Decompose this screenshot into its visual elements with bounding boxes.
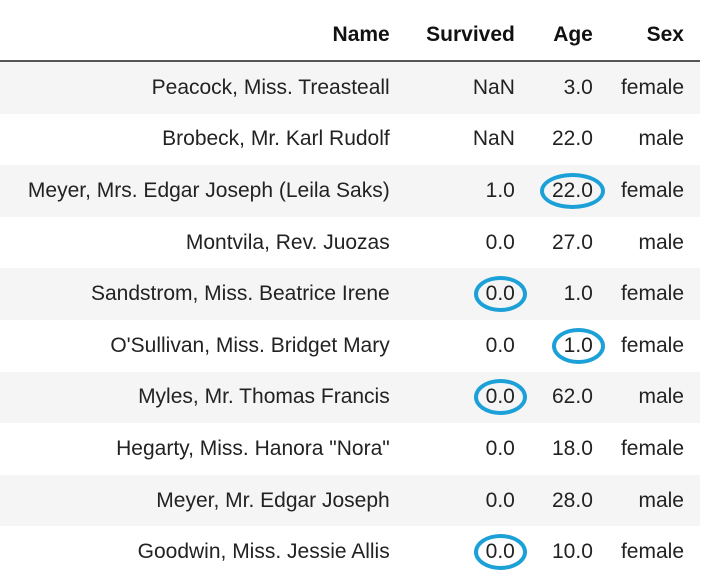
table-row: Hegarty, Miss. Hanora "Nora" 0.0 18.0 femal… <box>0 423 700 475</box>
cell-value: 0.0 <box>485 230 515 254</box>
cell-name: Myles, Mr. Thomas Francis <box>138 385 390 409</box>
cell-age: 62.0 <box>533 372 609 424</box>
header-row: Name Survived Age Sex <box>0 10 700 62</box>
cell-age: 27.0 <box>533 217 609 269</box>
cell-sex: male <box>638 488 684 512</box>
cell-value: 0.0 <box>485 436 515 460</box>
cell-sex: female <box>620 75 684 99</box>
cell-age: 1.0 <box>533 320 609 372</box>
circled-value: 0.0 <box>473 379 528 416</box>
circled-value: 22.0 <box>540 172 605 209</box>
table-row: Goodwin, Miss. Jessie Allis 0.0 10.0 female <box>0 526 700 578</box>
table-header: Name Survived Age Sex <box>0 10 700 62</box>
column-header-age: Age <box>532 10 609 62</box>
cell-value: 3.0 <box>563 75 593 99</box>
table-row: Myles, Mr. Thomas Francis 0.0 62.0 male <box>0 371 700 424</box>
cell-age: 10.0 <box>533 526 609 578</box>
cell-age: 28.0 <box>533 475 609 527</box>
cell-survived: NaN <box>406 114 533 166</box>
cell-value: 22.0 <box>552 127 593 151</box>
cell-name: Goodwin, Miss. Jessie Allis <box>137 540 390 564</box>
cell-survived: 0.0 <box>406 217 533 269</box>
column-header-survived: Survived <box>405 10 533 62</box>
table-row: Peacock, Miss. Treasteall NaN 3.0 female <box>0 61 700 114</box>
circled-value: 0.0 <box>473 534 528 571</box>
cell-sex: female <box>620 282 684 306</box>
cell-value: 18.0 <box>552 436 593 460</box>
table-body: Peacock, Miss. Treasteall NaN 3.0 female Bro… <box>0 61 700 578</box>
cell-sex: male <box>638 385 684 409</box>
cell-name: Peacock, Miss. Treasteall <box>151 75 390 99</box>
cell-age: 22.0 <box>533 114 609 166</box>
cell-survived: 0.0 <box>406 475 533 527</box>
column-header-name: Name <box>0 10 406 62</box>
cell-age: 22.0 <box>533 165 609 217</box>
cell-name: Montvila, Rev. Juozas <box>185 230 390 254</box>
cell-value: 1.0 <box>563 282 593 306</box>
cell-sex: female <box>620 333 684 357</box>
cell-sex: female <box>620 436 684 460</box>
table-row: Meyer, Mrs. Edgar Joseph (Leila Saks) 1.0… <box>0 165 700 217</box>
cell-name: Brobeck, Mr. Karl Rudolf <box>162 127 390 151</box>
cell-survived: 0.0 <box>406 268 533 320</box>
cell-value: 0.0 <box>485 333 515 357</box>
column-header-sex: Sex <box>608 10 700 62</box>
cell-name: Meyer, Mrs. Edgar Joseph (Leila Saks) <box>27 178 390 202</box>
cell-sex: male <box>638 230 684 254</box>
cell-value: NaN <box>472 75 515 99</box>
cell-survived: 0.0 <box>406 372 533 424</box>
cell-value: 62.0 <box>552 385 593 409</box>
cell-value: 1.0 <box>485 178 515 202</box>
cell-name: O'Sullivan, Miss. Bridget Mary <box>110 333 390 357</box>
cell-value: NaN <box>472 127 515 151</box>
circled-value: 0.0 <box>473 276 528 313</box>
cell-age: 3.0 <box>533 61 609 114</box>
cell-name: Meyer, Mr. Edgar Joseph <box>156 488 390 512</box>
dataframe-table: Name Survived Age Sex Peacock, Miss. Tre… <box>0 10 700 578</box>
cell-sex: male <box>638 127 684 151</box>
cell-survived: 0.0 <box>406 320 533 372</box>
cell-value: 0.0 <box>485 488 515 512</box>
table-row: O'Sullivan, Miss. Bridget Mary 0.0 1.0 fema… <box>0 319 700 372</box>
cell-value: 27.0 <box>552 230 593 254</box>
cell-survived: 0.0 <box>406 526 533 578</box>
cell-sex: female <box>620 178 684 202</box>
cell-age: 18.0 <box>533 423 609 475</box>
table-row: Sandstrom, Miss. Beatrice Irene 0.0 1.0 fem… <box>0 268 700 320</box>
cell-value: 10.0 <box>552 540 593 564</box>
table-row: Montvila, Rev. Juozas 0.0 27.0 male <box>0 216 700 269</box>
cell-name: Sandstrom, Miss. Beatrice Irene <box>90 282 390 306</box>
cell-sex: female <box>620 540 684 564</box>
table-row: Meyer, Mr. Edgar Joseph 0.0 28.0 male <box>0 474 700 527</box>
cell-value: 28.0 <box>552 488 593 512</box>
cell-age: 1.0 <box>533 268 609 320</box>
table-row: Brobeck, Mr. Karl Rudolf NaN 22.0 male <box>0 113 700 166</box>
cell-survived: 1.0 <box>406 165 533 217</box>
circled-value: 1.0 <box>551 327 606 364</box>
cell-survived: 0.0 <box>406 423 533 475</box>
cell-survived: NaN <box>406 61 533 114</box>
cell-name: Hegarty, Miss. Hanora "Nora" <box>116 436 390 460</box>
